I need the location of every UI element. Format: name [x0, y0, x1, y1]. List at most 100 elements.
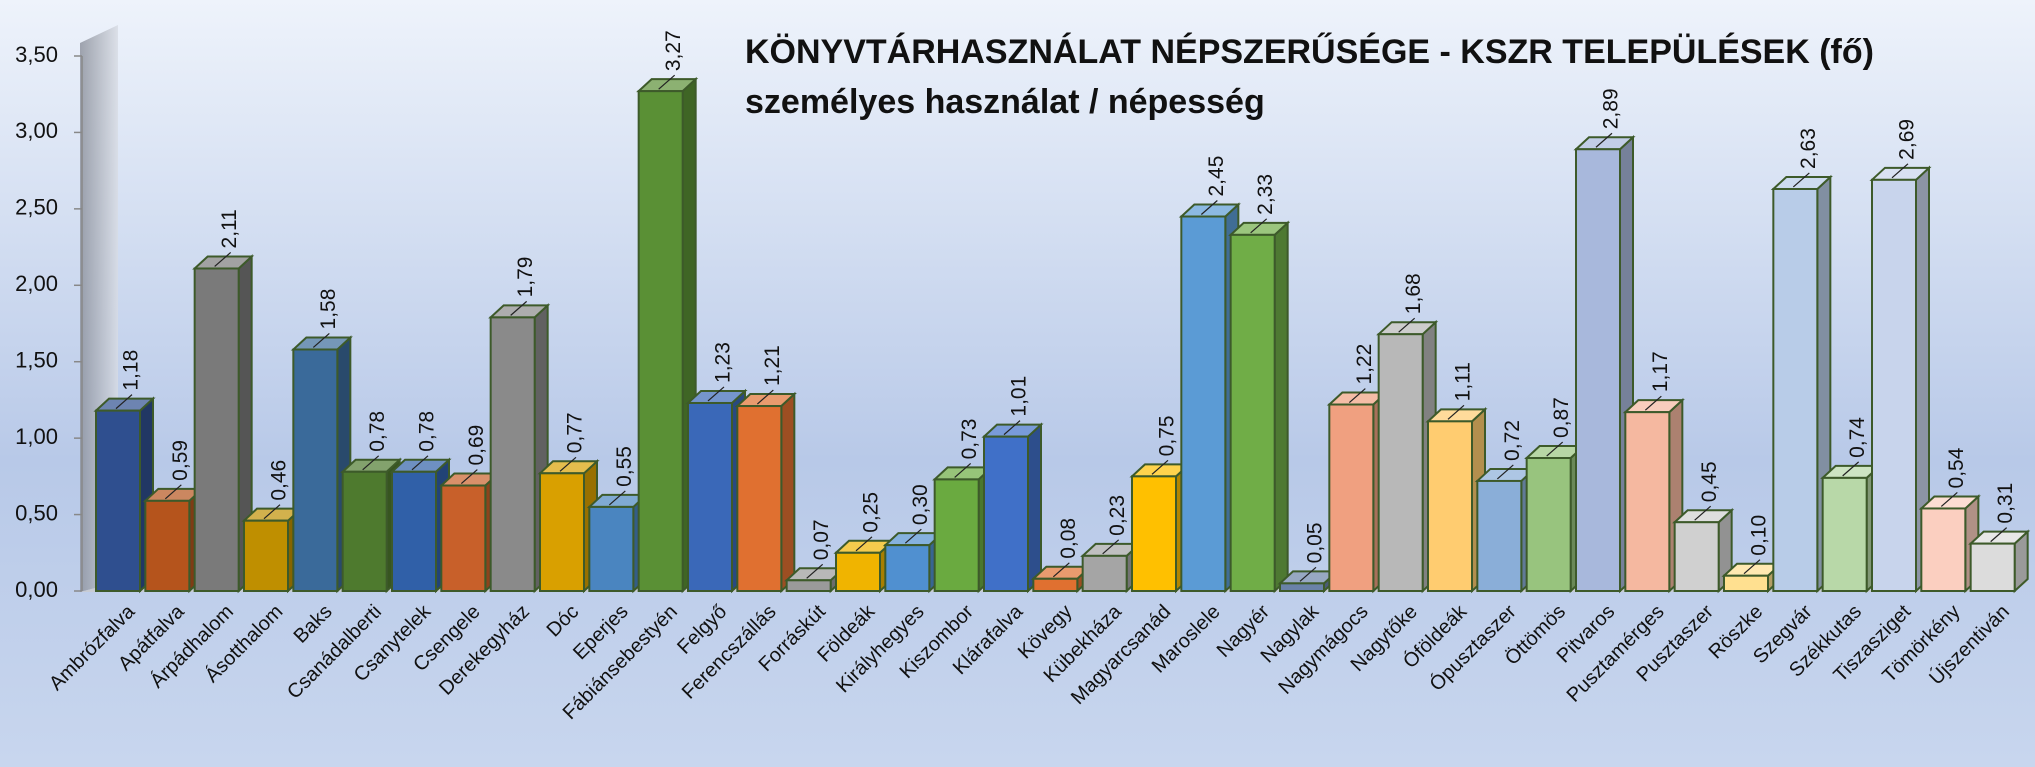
bar: [292, 348, 339, 592]
data-label: 3,27: [662, 30, 685, 71]
data-label: 1,18: [120, 350, 143, 391]
bar: [1377, 333, 1424, 592]
label-leader: [1200, 200, 1218, 215]
label-leader: [1496, 464, 1514, 480]
label-leader: [460, 469, 478, 484]
data-label: 0,77: [564, 412, 587, 453]
data-label: 2,33: [1254, 174, 1277, 215]
y-tick-label: 1,00: [15, 424, 58, 449]
bar: [440, 484, 487, 592]
label-leader: [164, 484, 182, 500]
data-label: 0,75: [1156, 415, 1179, 456]
label-leader: [806, 563, 824, 579]
label-leader: [756, 389, 774, 405]
label-leader: [1151, 459, 1169, 475]
bar: [95, 409, 141, 592]
label-leader: [559, 456, 577, 472]
label-leader: [1250, 218, 1268, 234]
data-label: 1,68: [1402, 273, 1425, 314]
data-label: 1,21: [761, 345, 784, 386]
bar: [1180, 215, 1227, 592]
bar: [1427, 420, 1473, 593]
bar: [1821, 476, 1868, 592]
data-label: 0,30: [909, 484, 932, 525]
bar-side: [1027, 422, 1042, 594]
label-leader: [362, 455, 380, 471]
data-label: 0,45: [1698, 461, 1721, 502]
label-leader: [1990, 527, 2008, 543]
bar: [391, 470, 437, 592]
label-leader: [115, 394, 133, 410]
bar: [1723, 574, 1769, 593]
bar: [341, 470, 388, 592]
data-label: 1,22: [1353, 344, 1376, 385]
label-leader: [1348, 388, 1366, 403]
label-leader: [1940, 492, 1958, 507]
data-label: 0,08: [1057, 518, 1080, 559]
y-tick-label: 3,00: [15, 118, 58, 143]
label-leader: [1891, 163, 1909, 179]
data-label: 0,55: [613, 446, 636, 487]
data-label: 0,25: [860, 492, 883, 533]
y-tick-label: 0,50: [15, 500, 58, 525]
label-leader: [1694, 505, 1712, 521]
bar: [144, 499, 191, 593]
label-leader: [214, 252, 232, 267]
data-label: 2,69: [1896, 119, 1919, 160]
bar: [1772, 187, 1819, 592]
bar: [489, 316, 536, 592]
data-label: 0,69: [465, 425, 488, 466]
bar: [1871, 178, 1917, 592]
data-label: 1,17: [1649, 351, 1672, 392]
bar: [1279, 582, 1325, 592]
bar: [637, 90, 684, 593]
label-leader: [707, 386, 725, 402]
label-leader: [1102, 539, 1120, 555]
label-leader: [1052, 562, 1070, 578]
label-leader: [411, 455, 429, 471]
bar: [1525, 457, 1572, 592]
data-label: 0,54: [1945, 447, 1968, 488]
bar: [1575, 148, 1621, 592]
label-leader: [1644, 395, 1662, 411]
label-leader: [263, 504, 281, 520]
data-label: 1,79: [514, 257, 537, 298]
y-tick-label: 3,50: [15, 42, 58, 67]
data-label: 0,72: [1501, 420, 1524, 461]
label-leader: [1003, 420, 1021, 436]
bar: [1032, 577, 1079, 592]
label-leader: [904, 528, 922, 544]
chart-subtitle: személyes használat / népesség: [745, 83, 1265, 121]
data-label: 0,73: [958, 419, 981, 460]
bar: [588, 505, 635, 592]
data-label: 0,74: [1846, 417, 1869, 458]
label-leader: [855, 536, 873, 552]
data-label: 0,23: [1106, 495, 1129, 536]
bar: [1081, 554, 1128, 592]
label-leader: [1842, 461, 1860, 477]
label-leader: [1743, 559, 1761, 575]
data-label: 0,07: [810, 519, 833, 560]
data-label: 2,63: [1797, 128, 1820, 169]
label-leader: [1447, 404, 1465, 420]
label-leader: [1299, 566, 1317, 582]
data-label: 0,59: [169, 440, 192, 481]
y-tick-label: 2,50: [15, 195, 58, 220]
data-label: 0,05: [1304, 522, 1327, 563]
bar: [933, 478, 980, 592]
bar-side: [780, 391, 796, 594]
bar: [1969, 542, 2016, 592]
label-leader: [312, 333, 330, 348]
bar: [835, 551, 881, 592]
bar: [193, 267, 240, 592]
y-tick-label: 2,00: [15, 271, 58, 296]
bar: [243, 519, 289, 593]
chart-title: KÖNYVTÁRHASZNÁLAT NÉPSZERŰSÉGE - KSZR TE…: [745, 33, 1874, 71]
data-label: 1,01: [1008, 376, 1031, 417]
bar: [736, 405, 783, 592]
bar-side: [1273, 220, 1289, 594]
bar: [1328, 403, 1375, 592]
data-label: 0,46: [268, 460, 291, 501]
bar: [539, 472, 585, 592]
